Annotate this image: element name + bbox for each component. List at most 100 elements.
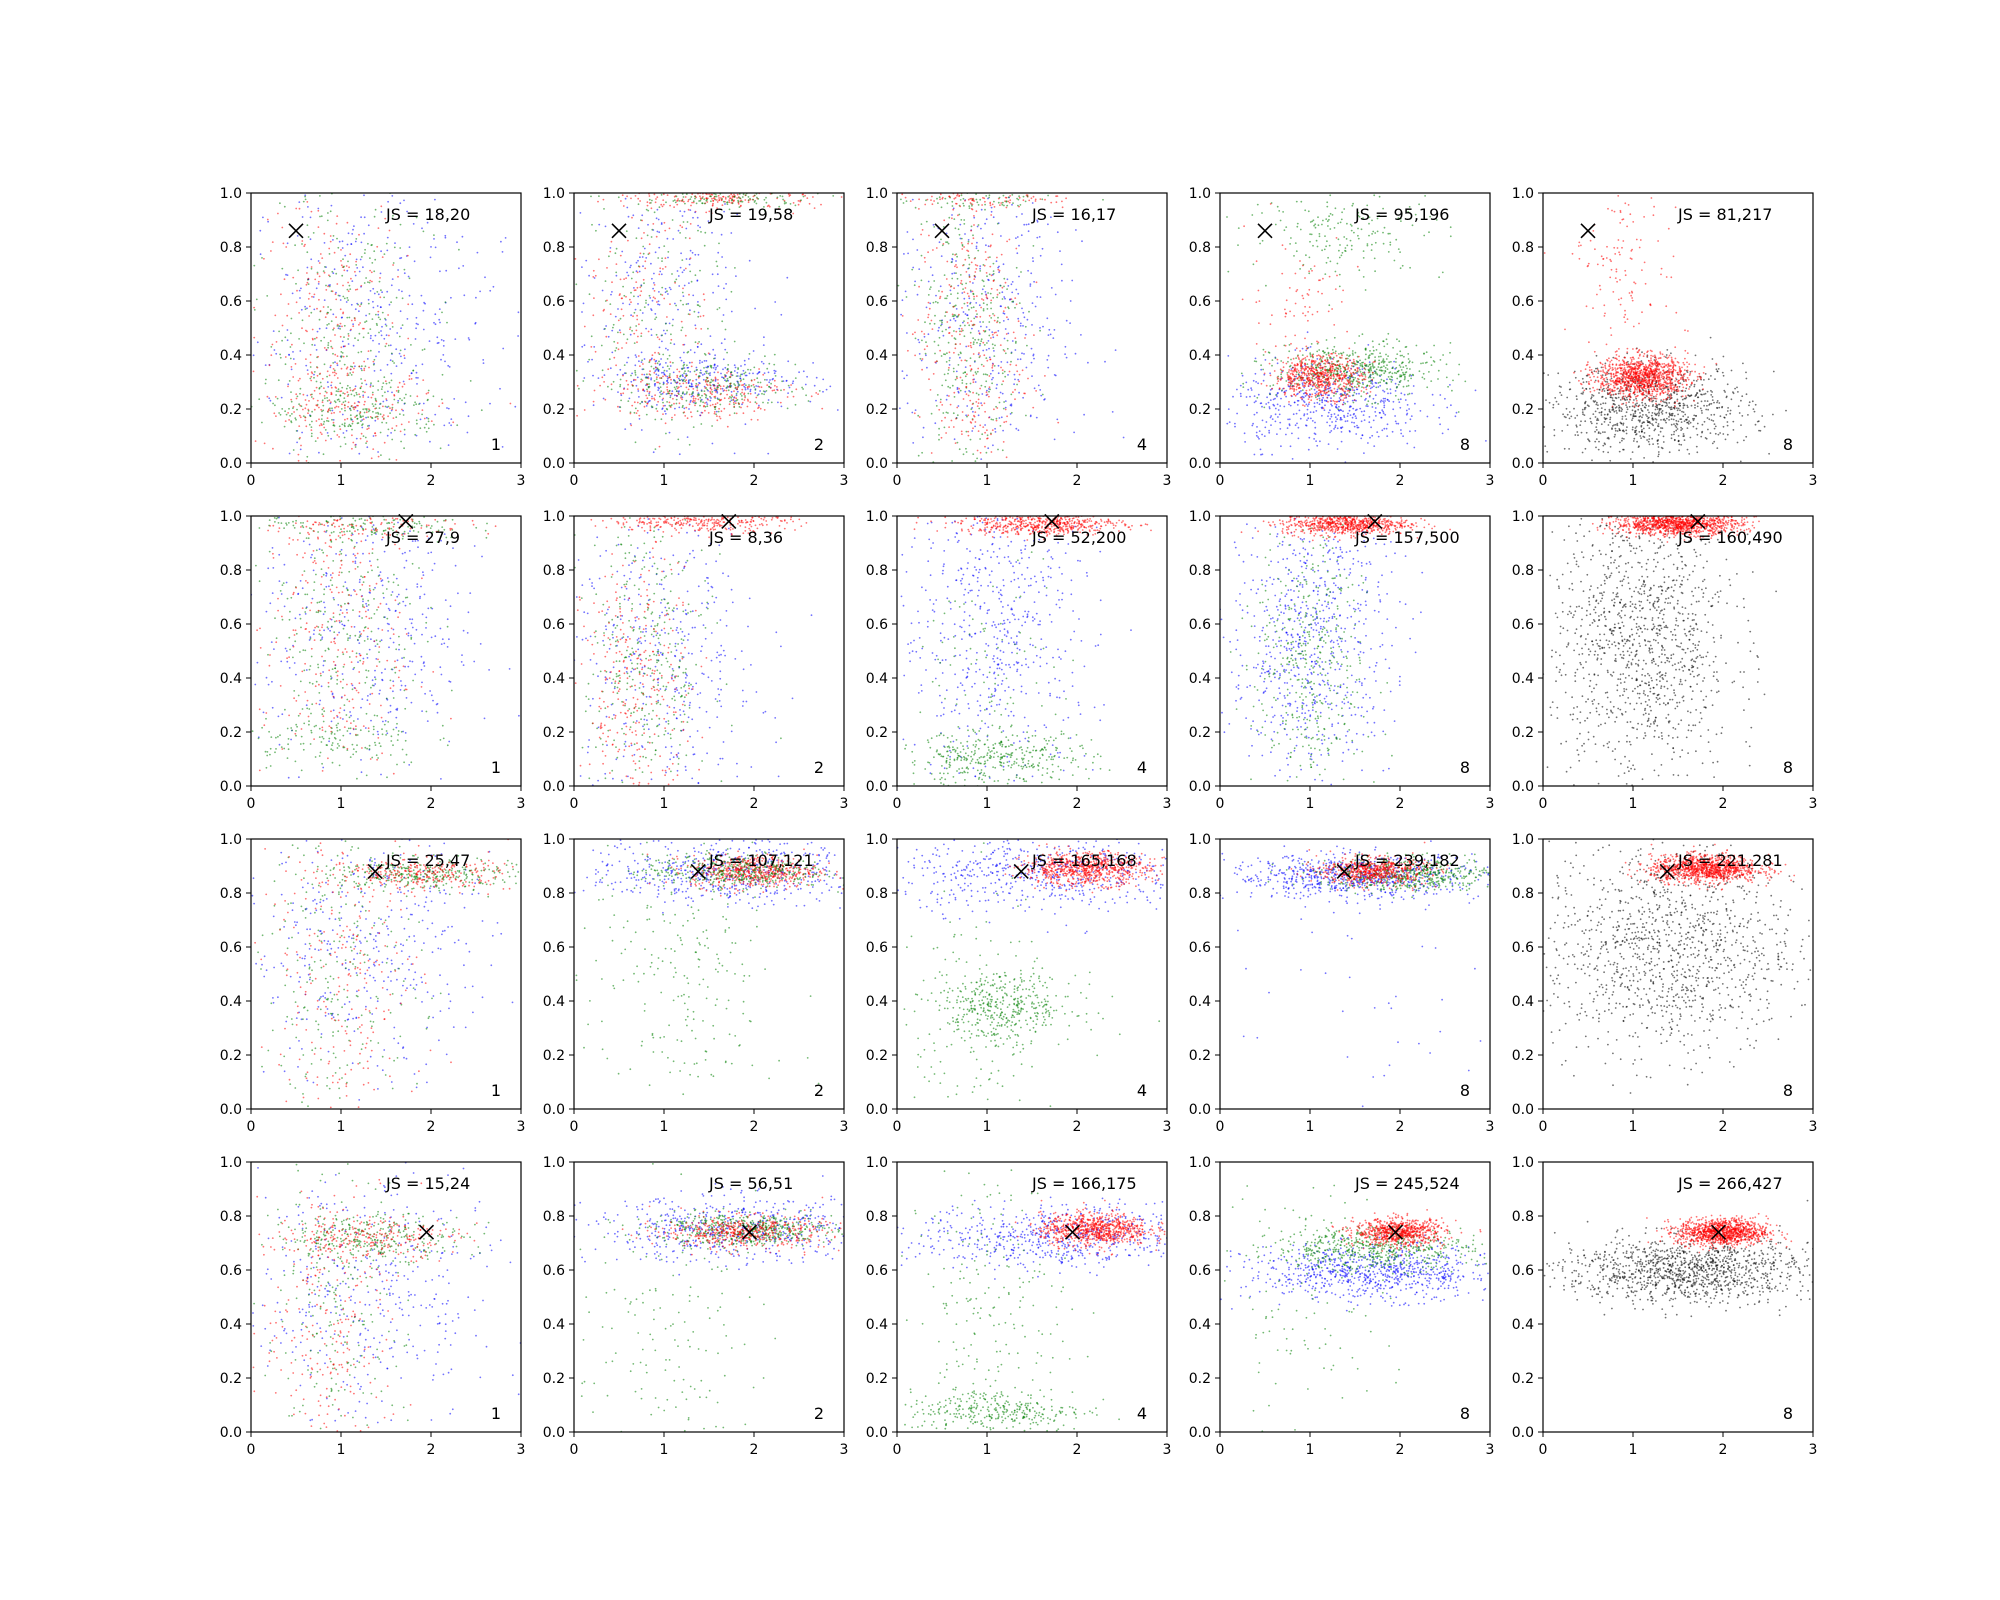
scatter-point [321, 399, 324, 402]
scatter-point [982, 373, 985, 376]
scatter-point [945, 297, 948, 300]
scatter-point [369, 385, 372, 388]
scatter-point [1351, 352, 1354, 355]
scatter-point [1287, 418, 1289, 421]
scatter-point [961, 379, 964, 382]
scatter-point [1371, 362, 1374, 365]
scatter-point [345, 367, 348, 370]
scatter-point [947, 372, 949, 375]
scatter-point [709, 404, 712, 407]
scatter-point [680, 396, 682, 399]
scatter-point [989, 256, 991, 258]
scatter-point [357, 351, 360, 354]
scatter-point [1386, 399, 1389, 401]
scatter-point [956, 266, 958, 269]
scatter-point [406, 254, 409, 257]
scatter-point [369, 384, 372, 386]
scatter-point [1031, 302, 1034, 304]
scatter-point [350, 328, 352, 331]
scatter-point [418, 403, 420, 405]
scatter-point [347, 425, 350, 428]
scatter-point [636, 409, 639, 412]
scatter-point [936, 197, 938, 200]
scatter-point [991, 365, 994, 367]
scatter-point [617, 308, 619, 310]
scatter-point [332, 272, 335, 275]
scatter-point [953, 197, 956, 200]
scatter-point [660, 222, 663, 224]
scatter-point [360, 284, 363, 287]
scatter-point [653, 290, 656, 292]
y-tick-label: 1.0 [220, 186, 242, 202]
scatter-point [620, 399, 622, 402]
scatter-point [747, 199, 750, 202]
scatter-point [731, 395, 734, 398]
scatter-point [1399, 366, 1402, 368]
scatter-point [980, 325, 982, 328]
scatter-point [948, 284, 951, 286]
scatter-point [310, 426, 313, 428]
scatter-point [987, 279, 990, 282]
scatter-point [404, 348, 406, 351]
scatter-point [1048, 328, 1051, 331]
scatter-point [650, 236, 653, 238]
scatter-point [341, 340, 344, 343]
scatter-point [954, 347, 957, 350]
scatter-point [993, 355, 996, 357]
scatter-point [974, 264, 977, 266]
scatter-point [328, 247, 331, 250]
scatter-point [1281, 389, 1283, 392]
scatter-point [374, 407, 377, 410]
scatter-point [1336, 388, 1339, 391]
scatter-point [1388, 361, 1391, 364]
scatter-point [363, 327, 365, 330]
scatter-point [1366, 405, 1369, 408]
scatter-point [309, 393, 312, 396]
scatter-point [311, 420, 313, 423]
scatter-point [306, 307, 308, 310]
scatter-point [970, 320, 973, 322]
scatter-point [348, 284, 351, 287]
scatter-point [406, 318, 409, 320]
scatter-point [712, 367, 715, 369]
scatter-point [628, 303, 631, 306]
scatter-point [1018, 195, 1020, 198]
scatter-point [777, 207, 780, 210]
scatter-point [368, 366, 370, 369]
scatter-point [953, 272, 956, 274]
scatter-point [980, 306, 982, 309]
scatter-point [630, 374, 632, 377]
scatter-point [1314, 433, 1317, 436]
scatter-point [988, 194, 991, 197]
scatter-point [1395, 361, 1397, 363]
scatter-point [1376, 372, 1378, 375]
scatter-point [733, 340, 736, 343]
scatter-point [991, 233, 994, 236]
scatter-point [925, 341, 927, 344]
scatter-point [408, 277, 411, 280]
scatter-point [393, 246, 396, 249]
scatter-point [750, 379, 753, 382]
scatter-point [328, 323, 330, 325]
scatter-point [970, 368, 973, 371]
scatter-point [806, 375, 808, 378]
scatter-point [718, 199, 721, 201]
scatter-point [967, 317, 970, 320]
scatter-point [906, 231, 909, 233]
scatter-point [653, 371, 656, 374]
scatter-point [773, 372, 776, 375]
scatter-point [637, 259, 639, 262]
scatter-point [385, 398, 388, 400]
scatter-point [1365, 405, 1368, 407]
scatter-point [436, 336, 439, 339]
scatter-point [931, 203, 934, 206]
scatter-point [1337, 414, 1340, 417]
scatter-point [253, 306, 256, 309]
scatter-point [656, 362, 659, 365]
scatter-point [1445, 363, 1448, 366]
scatter-point [1349, 430, 1351, 433]
scatter-point [625, 342, 628, 344]
scatter-point [968, 295, 970, 298]
y-tick-label: 0.4 [220, 348, 242, 364]
scatter-point [323, 242, 326, 244]
